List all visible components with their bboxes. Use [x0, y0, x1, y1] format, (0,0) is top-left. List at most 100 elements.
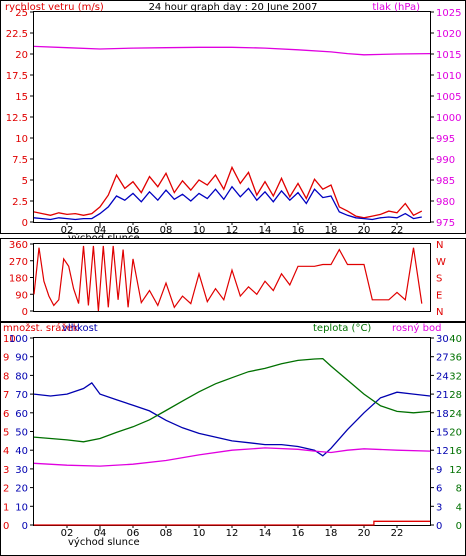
pressure-tick-label: 1005	[436, 92, 461, 103]
compass-tick-label: N	[436, 307, 443, 318]
direction-tick-label: 180	[9, 274, 28, 285]
humidity-right-tick-label: 18	[436, 409, 449, 420]
direction-tick-label: 360	[9, 240, 28, 251]
hour-tick-label: 10	[193, 528, 206, 539]
wind-speed-tick-label: 15	[15, 92, 28, 103]
wind-direction-series	[33, 245, 423, 312]
humidity-right-tick-label: 12	[436, 446, 449, 457]
precipitation-tick-label: 10	[3, 334, 16, 345]
pressure-tick-label: 990	[436, 155, 455, 166]
hour-tick-label: 06	[127, 225, 140, 236]
wind-speed-tick-label: 7.5	[12, 155, 28, 166]
humidity-temperature-series	[33, 357, 431, 526]
direction-tick-label: 270	[9, 257, 28, 268]
temperature-tick-label: 12	[449, 465, 462, 476]
hour-tick-label: 10	[193, 225, 206, 236]
humidity-right-tick-label: 0	[436, 521, 442, 532]
wind-pressure-axes: 0 2.5 5 7.5 10 12.5 15 17.5 20 22.5 25 975 980 985 990…	[6, 8, 462, 236]
wind-speed-tick-label: 20	[15, 50, 28, 61]
precipitation-line	[34, 520, 430, 526]
hour-tick-label: 06	[127, 528, 140, 539]
humidity-right-tick-label: 21	[436, 390, 449, 401]
temperature-line	[33, 357, 431, 443]
humidity-right-tick-label: 6	[436, 484, 442, 495]
temperature-tick-label: 20	[449, 428, 462, 439]
humidity-tick-label: 20	[15, 484, 28, 495]
sunrise-label-bottom: východ slunce	[68, 536, 140, 548]
precipitation-tick-label: 4	[3, 446, 9, 457]
wind-pressure-panel	[0, 0, 466, 234]
hour-tick-label: 14	[259, 225, 272, 236]
humidity-tick-label: 0	[22, 521, 28, 532]
direction-tick-label: 0	[22, 307, 28, 318]
hour-tick-label: 16	[292, 528, 305, 539]
humidity-right-tick-label: 24	[436, 371, 449, 382]
precipitation-tick-label: 7	[3, 390, 9, 401]
temperature-tick-label: 32	[449, 371, 462, 382]
hour-tick-label: 12	[226, 528, 239, 539]
wind-speed-tick-label: 10	[15, 134, 28, 145]
pressure-line	[33, 45, 431, 56]
precipitation-tick-label: 8	[3, 371, 9, 382]
humidity-tick-label: 100	[9, 334, 28, 345]
wind-speed-tick-label: 17.5	[6, 71, 28, 82]
precipitation-tick-label: 6	[3, 409, 9, 420]
humidity-temperature-axes: 0 0 0 01 10 3 42 20 6 83 30 9 124 40 12 165 50 15 206 60 18 2…	[3, 334, 462, 539]
wind-pressure-series	[33, 45, 431, 221]
hour-tick-label: 08	[160, 528, 173, 539]
humidity-tick-label: 70	[15, 390, 28, 401]
hour-tick-label: 18	[325, 225, 338, 236]
humidity-tick-label: 50	[15, 428, 28, 439]
temperature-tick-label: 40	[449, 334, 462, 345]
hour-tick-label: 04	[94, 225, 107, 236]
humidity-right-tick-label: 27	[436, 353, 449, 364]
humidity-right-tick-label: 15	[436, 428, 449, 439]
wind-speed-tick-label: 2.5	[12, 197, 28, 208]
pressure-tick-label: 1000	[436, 113, 461, 124]
compass-tick-label: N	[436, 240, 443, 251]
wind-speed-tick-label: 0	[22, 218, 28, 229]
dew_point-line	[33, 447, 431, 467]
wind-direction-panel	[0, 238, 466, 322]
hour-tick-label: 12	[226, 225, 239, 236]
hour-tick-label: 20	[358, 528, 371, 539]
hour-tick-label: 14	[259, 528, 272, 539]
humidity-tick-label: 40	[15, 446, 28, 457]
hour-tick-label: 22	[391, 528, 404, 539]
wind-speed-axis-label: rychlost vetru (m/s)	[5, 2, 104, 13]
wind_speed-line	[33, 185, 422, 221]
humidity-tick-label: 10	[15, 502, 28, 513]
wind_direction-line	[33, 245, 423, 312]
humidity-right-tick-label: 30	[436, 334, 449, 345]
hour-tick-label: 02	[61, 225, 74, 236]
pressure-tick-label: 980	[436, 197, 455, 208]
humidity-right-tick-label: 3	[436, 502, 442, 513]
temperature-tick-label: 24	[449, 409, 462, 420]
precipitation-axis-label: množst. srážek	[3, 322, 79, 334]
wind-speed-tick-label: 25	[15, 8, 28, 19]
direction-tick-label: 90	[15, 290, 28, 301]
pressure-axis-label: tlak (hPa)	[372, 2, 420, 13]
hour-tick-label: 20	[358, 225, 371, 236]
precipitation-tick-label: 5	[3, 428, 9, 439]
compass-tick-label: E	[436, 290, 442, 301]
temperature-tick-label: 16	[449, 446, 462, 457]
pressure-tick-label: 1020	[436, 29, 461, 40]
pressure-tick-label: 1015	[436, 50, 461, 61]
gust-line	[33, 165, 423, 219]
pressure-tick-label: 975	[436, 218, 455, 229]
hour-tick-label: 08	[160, 225, 173, 236]
humidity-tick-label: 60	[15, 409, 28, 420]
temperature-tick-label: 0	[456, 521, 462, 532]
pressure-tick-label: 985	[436, 176, 455, 187]
precipitation-tick-label: 3	[3, 465, 9, 476]
temperature-tick-label: 8	[456, 484, 462, 495]
humidity-axis-label: vlhkost	[62, 323, 98, 334]
hour-tick-label: 18	[325, 528, 338, 539]
humidity-line	[33, 382, 431, 457]
temperature-tick-label: 28	[449, 390, 462, 401]
hour-tick-label: 22	[391, 225, 404, 236]
